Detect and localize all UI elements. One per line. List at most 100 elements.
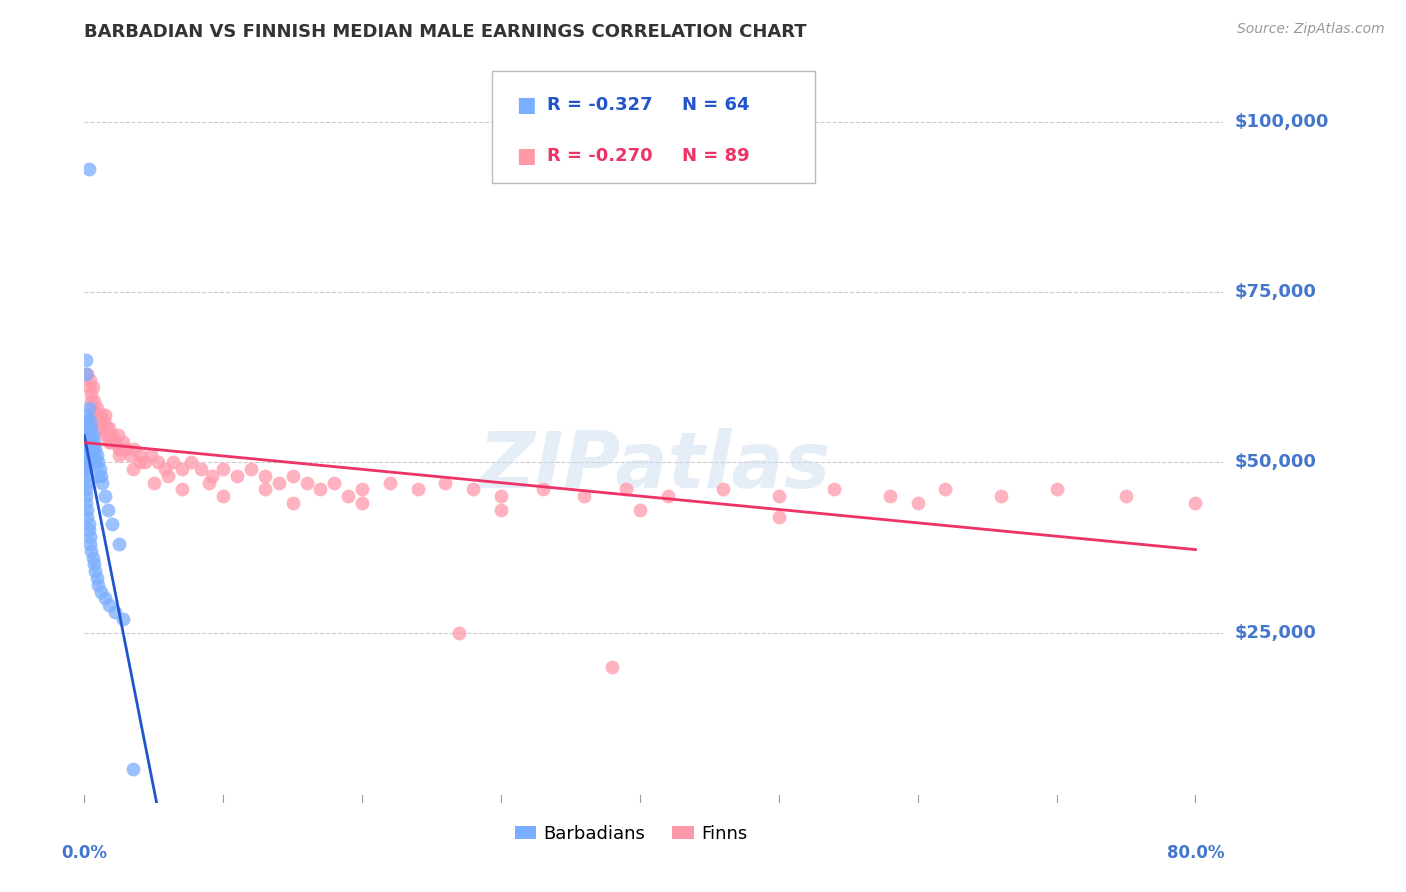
Point <box>94 489 117 503</box>
Point <box>77 401 100 415</box>
Point <box>180 455 202 469</box>
Point <box>1184 496 1206 510</box>
Point <box>75 442 97 456</box>
Point <box>80 449 103 463</box>
Point <box>879 489 901 503</box>
Text: $100,000: $100,000 <box>1234 112 1329 130</box>
Point <box>86 449 108 463</box>
Point <box>309 483 332 497</box>
Point <box>75 367 97 381</box>
Legend: Barbadians, Finns: Barbadians, Finns <box>508 818 755 850</box>
Point <box>489 489 512 503</box>
Text: R = -0.270: R = -0.270 <box>547 147 652 165</box>
Point <box>129 455 152 469</box>
Point <box>768 489 790 503</box>
Point <box>75 428 97 442</box>
Point <box>295 475 318 490</box>
Point <box>628 503 651 517</box>
Point <box>352 483 374 497</box>
Point <box>77 455 100 469</box>
Point <box>80 543 103 558</box>
Point <box>907 496 929 510</box>
Point <box>201 468 224 483</box>
Point <box>94 428 117 442</box>
Point <box>489 503 512 517</box>
Point <box>80 393 103 408</box>
Point <box>86 401 108 415</box>
Point <box>142 475 165 490</box>
Point <box>75 462 97 476</box>
Point <box>83 449 105 463</box>
Point <box>146 455 169 469</box>
Point <box>101 428 124 442</box>
Point <box>79 428 101 442</box>
Text: 80.0%: 80.0% <box>1167 844 1225 862</box>
Point <box>97 428 120 442</box>
Point <box>87 455 110 469</box>
Point <box>82 428 104 442</box>
Point <box>574 489 596 503</box>
Point <box>76 434 98 449</box>
Point <box>98 421 121 435</box>
Point <box>122 462 145 476</box>
Point <box>190 462 212 476</box>
Point <box>87 468 110 483</box>
Point <box>267 475 290 490</box>
Point <box>77 162 100 177</box>
Point <box>352 496 374 510</box>
Point <box>83 414 105 428</box>
Point <box>91 475 114 490</box>
Text: R = -0.327: R = -0.327 <box>547 96 652 114</box>
Point <box>253 483 276 497</box>
Point <box>124 442 146 456</box>
Point <box>449 625 471 640</box>
Text: 0.0%: 0.0% <box>62 844 107 862</box>
Point <box>90 408 112 422</box>
Point <box>80 387 103 401</box>
Point <box>82 442 104 456</box>
Point <box>711 483 734 497</box>
Point <box>75 449 97 463</box>
Text: BARBADIAN VS FINNISH MEDIAN MALE EARNINGS CORRELATION CHART: BARBADIAN VS FINNISH MEDIAN MALE EARNING… <box>84 23 807 41</box>
Point <box>120 449 142 463</box>
Point <box>80 421 103 435</box>
Point <box>463 483 485 497</box>
Point <box>934 483 956 497</box>
Point <box>434 475 457 490</box>
Point <box>75 489 97 503</box>
Point <box>323 475 346 490</box>
Text: $75,000: $75,000 <box>1234 283 1316 301</box>
Point <box>83 558 105 572</box>
Point <box>990 489 1012 503</box>
Point <box>77 516 100 531</box>
Point <box>82 401 104 415</box>
Point <box>75 414 97 428</box>
Text: N = 64: N = 64 <box>682 96 749 114</box>
Point <box>101 516 124 531</box>
Point <box>75 483 97 497</box>
Point <box>129 449 152 463</box>
Text: $25,000: $25,000 <box>1234 624 1316 641</box>
Text: ■: ■ <box>516 95 536 115</box>
Point <box>614 483 637 497</box>
Text: Source: ZipAtlas.com: Source: ZipAtlas.com <box>1237 22 1385 37</box>
Point <box>226 468 249 483</box>
Point <box>281 496 304 510</box>
Point <box>112 434 135 449</box>
Point <box>82 380 104 394</box>
Point <box>134 455 156 469</box>
Point <box>79 530 101 544</box>
Text: $50,000: $50,000 <box>1234 453 1316 471</box>
Point <box>87 408 110 422</box>
Point <box>80 434 103 449</box>
Point <box>90 421 112 435</box>
Point <box>156 468 179 483</box>
Point <box>84 408 107 422</box>
Point <box>76 408 98 422</box>
Point <box>281 468 304 483</box>
Point <box>115 442 138 456</box>
Point <box>77 421 100 435</box>
Point <box>108 442 131 456</box>
Point <box>98 599 121 613</box>
Point <box>108 449 131 463</box>
